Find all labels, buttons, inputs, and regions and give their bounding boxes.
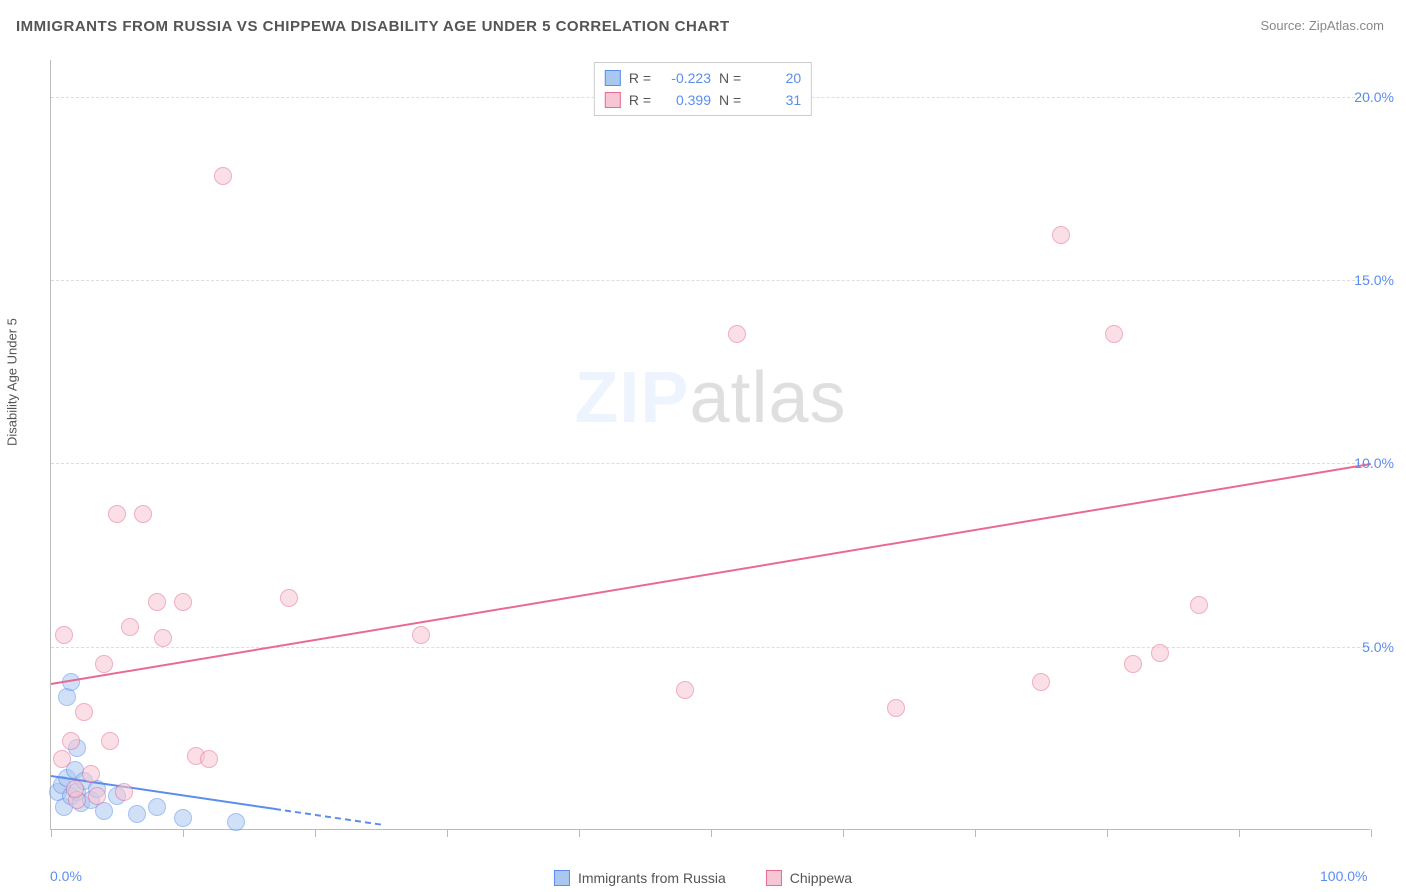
data-point-chippewa [200,750,218,768]
data-point-russia [227,813,245,831]
stats-legend-box: R = -0.223 N = 20 R = 0.399 N = 31 [594,62,812,116]
data-point-chippewa [121,618,139,636]
data-point-chippewa [1105,325,1123,343]
data-point-chippewa [148,593,166,611]
data-point-chippewa [154,629,172,647]
x-tick [579,829,580,837]
x-tick-label: 100.0% [1320,868,1367,884]
correlation-chart: IMMIGRANTS FROM RUSSIA VS CHIPPEWA DISAB… [0,0,1406,892]
data-point-chippewa [88,787,106,805]
data-point-chippewa [108,505,126,523]
data-point-chippewa [134,505,152,523]
data-point-russia [174,809,192,827]
gridline [51,647,1370,648]
y-tick-label: 15.0% [1354,272,1394,288]
data-point-chippewa [887,699,905,717]
data-point-chippewa [82,765,100,783]
swatch-russia [554,870,570,886]
data-point-chippewa [174,593,192,611]
x-tick [975,829,976,837]
legend-item-chippewa: Chippewa [766,870,852,886]
stats-row-chippewa: R = 0.399 N = 31 [605,89,801,111]
data-point-chippewa [53,750,71,768]
data-point-chippewa [101,732,119,750]
data-point-chippewa [55,626,73,644]
x-tick [1239,829,1240,837]
data-point-chippewa [1124,655,1142,673]
legend-label-russia: Immigrants from Russia [578,870,726,886]
legend-item-russia: Immigrants from Russia [554,870,726,886]
stat-n-value-chippewa: 31 [749,89,801,111]
watermark-bold: ZIP [574,358,689,438]
chart-title: IMMIGRANTS FROM RUSSIA VS CHIPPEWA DISAB… [16,18,730,35]
data-point-chippewa [62,732,80,750]
data-point-chippewa [1052,226,1070,244]
trend-line-chippewa [51,463,1371,685]
swatch-russia [605,70,621,86]
y-tick-label: 20.0% [1354,89,1394,105]
data-point-chippewa [1032,673,1050,691]
data-point-chippewa [728,325,746,343]
x-tick [1371,829,1372,837]
stat-n-label: N = [719,89,741,111]
watermark: ZIPatlas [574,357,846,439]
y-tick-label: 5.0% [1362,639,1394,655]
trend-line-dash-russia [275,808,381,826]
y-tick-label: 10.0% [1354,455,1394,471]
stat-n-value-russia: 20 [749,67,801,89]
x-tick [843,829,844,837]
x-tick-label: 0.0% [50,868,82,884]
stat-r-label: R = [629,67,651,89]
data-point-chippewa [676,681,694,699]
data-point-chippewa [75,703,93,721]
data-point-chippewa [214,167,232,185]
x-tick [315,829,316,837]
x-tick [1107,829,1108,837]
stats-row-russia: R = -0.223 N = 20 [605,67,801,89]
data-point-chippewa [95,655,113,673]
stat-r-label: R = [629,89,651,111]
stat-r-value-russia: -0.223 [659,67,711,89]
stat-n-label: N = [719,67,741,89]
data-point-chippewa [66,780,84,798]
y-axis-label: Disability Age Under 5 [5,318,20,446]
x-tick [447,829,448,837]
data-point-chippewa [1151,644,1169,662]
data-point-chippewa [280,589,298,607]
data-point-russia [128,805,146,823]
legend-label-chippewa: Chippewa [790,870,852,886]
gridline [51,463,1370,464]
x-tick [51,829,52,837]
swatch-chippewa [766,870,782,886]
source-attribution: Source: ZipAtlas.com [1260,18,1384,33]
swatch-chippewa [605,92,621,108]
watermark-rest: atlas [689,358,846,438]
data-point-russia [148,798,166,816]
stat-r-value-chippewa: 0.399 [659,89,711,111]
data-point-chippewa [115,783,133,801]
bottom-legend: Immigrants from Russia Chippewa [554,870,852,886]
x-tick [711,829,712,837]
gridline [51,280,1370,281]
data-point-chippewa [412,626,430,644]
x-tick [183,829,184,837]
plot-area: ZIPatlas [50,60,1370,830]
data-point-chippewa [1190,596,1208,614]
